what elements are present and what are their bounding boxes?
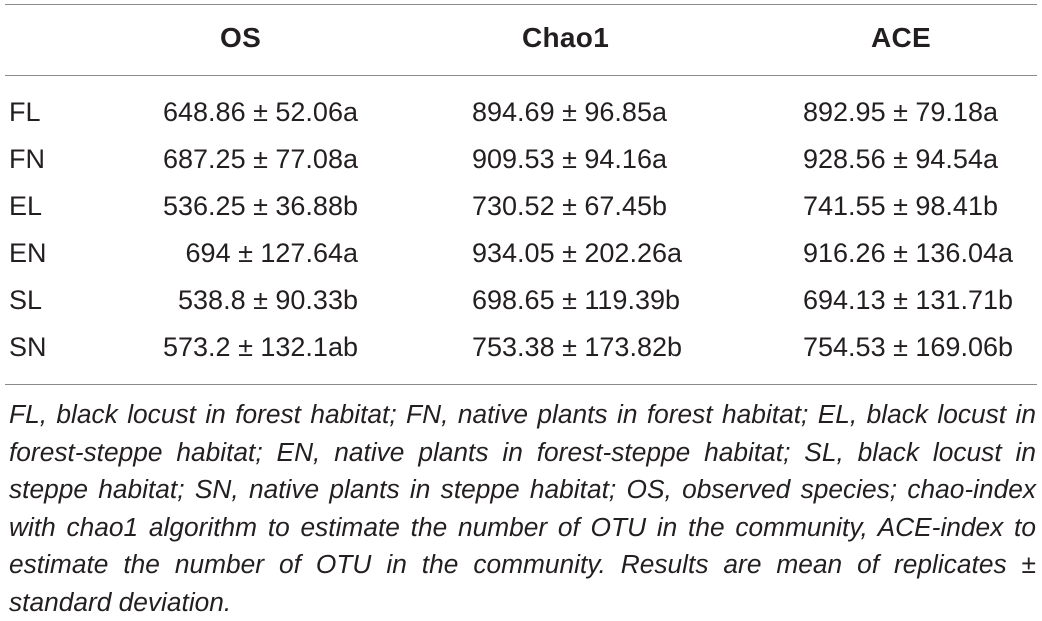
cell-ace: 916.26 ± 136.04a <box>803 238 1014 268</box>
table-bottom-rule <box>5 384 1037 385</box>
row-label: SN <box>9 332 47 362</box>
table-top-rule <box>5 4 1037 5</box>
cell-chao1: 909.53 ± 94.16a <box>472 144 667 174</box>
table-row: EN 694 ± 127.64a 934.05 ± 202.26a 916.26… <box>0 238 1042 284</box>
row-label: EL <box>9 191 43 221</box>
table-row: EL 536.25 ± 36.88b 730.52 ± 67.45b 741.5… <box>0 191 1042 237</box>
column-header-chao1: Chao1 <box>522 22 610 53</box>
table-header-rule <box>5 75 1037 76</box>
cell-os: 694 ± 127.64a <box>185 238 358 268</box>
table-row: SL 538.8 ± 90.33b 698.65 ± 119.39b 694.1… <box>0 285 1042 331</box>
cell-chao1: 934.05 ± 202.26a <box>472 238 683 268</box>
cell-ace: 892.95 ± 79.18a <box>803 97 998 127</box>
cell-os: 687.25 ± 77.08a <box>163 144 358 174</box>
cell-ace: 741.55 ± 98.41b <box>803 191 998 221</box>
table-row: FL 648.86 ± 52.06a 894.69 ± 96.85a 892.9… <box>0 97 1042 143</box>
cell-os: 538.8 ± 90.33b <box>178 285 358 315</box>
row-label: EN <box>9 238 47 268</box>
cell-os: 536.25 ± 36.88b <box>163 191 358 221</box>
cell-ace: 928.56 ± 94.54a <box>803 144 998 174</box>
cell-ace: 754.53 ± 169.06b <box>803 332 1014 362</box>
column-header-ace: ACE <box>871 22 932 53</box>
table-row: SN 573.2 ± 132.1ab 753.38 ± 173.82b 754.… <box>0 332 1042 378</box>
cell-ace: 694.13 ± 131.71b <box>803 285 1014 315</box>
table-row: FN 687.25 ± 77.08a 909.53 ± 94.16a 928.5… <box>0 144 1042 190</box>
cell-chao1: 894.69 ± 96.85a <box>472 97 667 127</box>
row-label: SL <box>9 285 43 315</box>
table-footnote: FL, black locust in forest habitat; FN, … <box>9 399 1036 617</box>
cell-chao1: 753.38 ± 173.82b <box>472 332 683 362</box>
cell-os: 648.86 ± 52.06a <box>163 97 358 127</box>
cell-chao1: 698.65 ± 119.39b <box>472 285 680 315</box>
column-header-os: OS <box>220 22 262 53</box>
cell-os: 573.2 ± 132.1ab <box>163 332 358 362</box>
cell-chao1: 730.52 ± 67.45b <box>472 191 667 221</box>
row-label: FL <box>9 97 41 127</box>
row-label: FN <box>9 144 45 174</box>
